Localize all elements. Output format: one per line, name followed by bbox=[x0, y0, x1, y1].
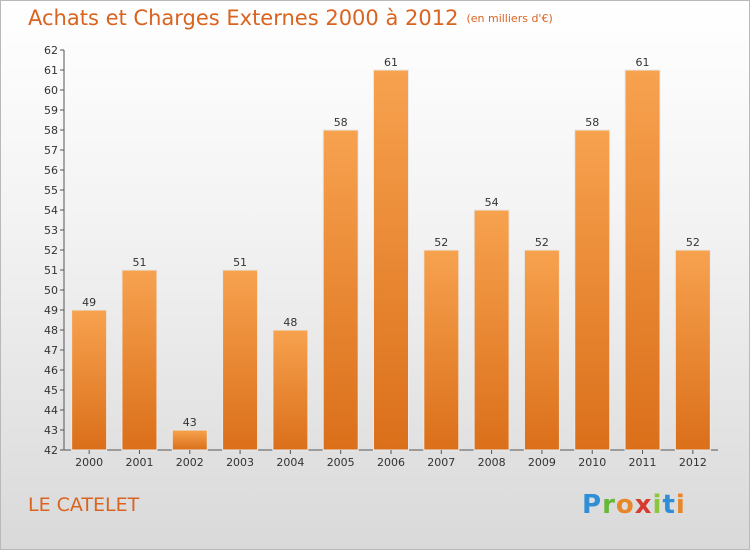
x-tick-label-2005: 2005 bbox=[327, 456, 355, 469]
x-tick-label-2002: 2002 bbox=[176, 456, 204, 469]
y-tick-label: 45 bbox=[44, 384, 58, 397]
bar-2012 bbox=[674, 249, 711, 451]
y-tick-label: 55 bbox=[44, 184, 58, 197]
data-label-2011: 61 bbox=[636, 56, 650, 69]
y-tick-label: 61 bbox=[44, 64, 58, 77]
y-tick-label: 53 bbox=[44, 224, 58, 237]
bar-2009 bbox=[523, 249, 560, 451]
data-label-2007: 52 bbox=[434, 236, 448, 249]
y-tick-label: 51 bbox=[44, 264, 58, 277]
bar-2000 bbox=[71, 309, 108, 451]
data-label-2003: 51 bbox=[233, 256, 247, 269]
bar-2002 bbox=[171, 429, 208, 451]
x-tick-label-2003: 2003 bbox=[226, 456, 254, 469]
x-tick-label-2011: 2011 bbox=[629, 456, 657, 469]
data-label-2009: 52 bbox=[535, 236, 549, 249]
y-tick-label: 44 bbox=[44, 404, 58, 417]
x-tick-label-2006: 2006 bbox=[377, 456, 405, 469]
bar-2004 bbox=[272, 329, 309, 451]
place-name: LE CATELET bbox=[28, 494, 140, 516]
data-label-2005: 58 bbox=[334, 116, 348, 129]
y-tick-label: 52 bbox=[44, 244, 58, 257]
bar-2010 bbox=[574, 129, 611, 451]
x-tick-label-2009: 2009 bbox=[528, 456, 556, 469]
x-tick-label-2004: 2004 bbox=[276, 456, 304, 469]
y-tick-label: 62 bbox=[44, 44, 58, 57]
y-tick-label: 60 bbox=[44, 84, 58, 97]
data-label-2000: 49 bbox=[82, 296, 96, 309]
data-label-2002: 43 bbox=[183, 416, 197, 429]
title-text: Achats et Charges Externes 2000 à 2012 bbox=[28, 6, 459, 30]
x-tick-label-2007: 2007 bbox=[427, 456, 455, 469]
data-label-2008: 54 bbox=[485, 196, 499, 209]
y-tick-label: 54 bbox=[44, 204, 58, 217]
y-tick-label: 47 bbox=[44, 344, 58, 357]
y-tick-label: 49 bbox=[44, 304, 58, 317]
bar-2001 bbox=[121, 269, 158, 451]
x-tick-label-2000: 2000 bbox=[75, 456, 103, 469]
bar-2005 bbox=[322, 129, 359, 451]
chart-title: Achats et Charges Externes 2000 à 2012 (e… bbox=[28, 6, 553, 30]
data-label-2010: 58 bbox=[585, 116, 599, 129]
y-tick-label: 43 bbox=[44, 424, 58, 437]
unit-note: (en milliers d'€) bbox=[466, 12, 553, 25]
x-tick-label-2012: 2012 bbox=[679, 456, 707, 469]
proxiti-logo: Proxiti bbox=[582, 490, 686, 520]
bar-2008 bbox=[473, 209, 510, 451]
data-label-2001: 51 bbox=[132, 256, 146, 269]
y-tick-label: 59 bbox=[44, 104, 58, 117]
y-tick-label: 42 bbox=[44, 444, 58, 457]
bar-2003 bbox=[222, 269, 259, 451]
data-label-2006: 61 bbox=[384, 56, 398, 69]
y-tick-label: 50 bbox=[44, 284, 58, 297]
y-tick-label: 46 bbox=[44, 364, 58, 377]
data-label-2012: 52 bbox=[686, 236, 700, 249]
x-tick-label-2008: 2008 bbox=[478, 456, 506, 469]
y-tick-label: 48 bbox=[44, 324, 58, 337]
data-label-2004: 48 bbox=[283, 316, 297, 329]
y-tick-label: 56 bbox=[44, 164, 58, 177]
bar-2006 bbox=[373, 69, 409, 451]
x-tick-label-2010: 2010 bbox=[578, 456, 606, 469]
x-tick-label-2001: 2001 bbox=[125, 456, 153, 469]
y-tick-label: 57 bbox=[44, 144, 58, 157]
bar-2011 bbox=[624, 69, 661, 451]
y-tick-label: 58 bbox=[44, 124, 58, 137]
bar-2007 bbox=[423, 249, 460, 451]
